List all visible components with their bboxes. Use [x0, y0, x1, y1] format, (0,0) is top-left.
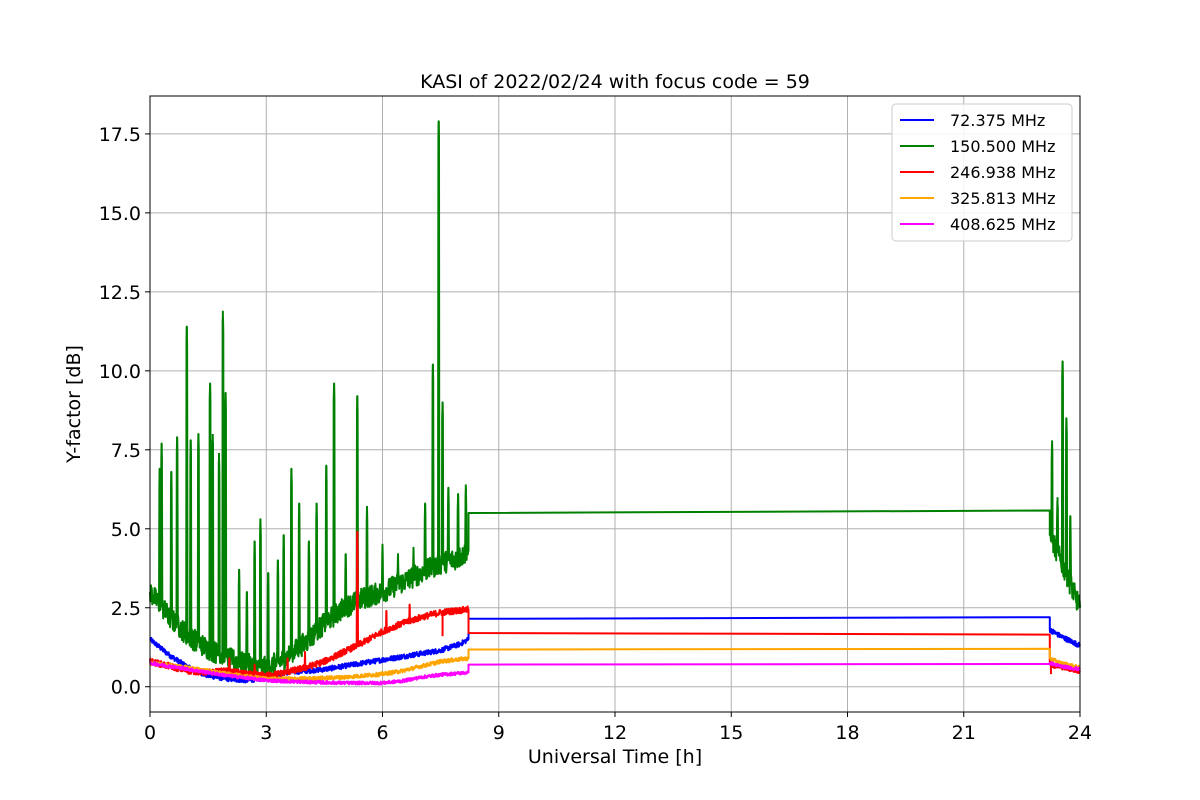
- legend-label: 72.375 MHz: [950, 111, 1045, 130]
- series-line-4: [149, 660, 1081, 686]
- x-tick-label: 21: [952, 722, 976, 744]
- y-tick-label: 15.0: [99, 203, 141, 225]
- y-axis-label: Y-factor [dB]: [63, 345, 85, 464]
- x-tick-label: 0: [144, 722, 156, 744]
- x-tick-label: 12: [603, 722, 627, 744]
- legend-label: 150.500 MHz: [950, 137, 1055, 156]
- x-tick-label: 24: [1068, 722, 1092, 744]
- series-lines: [149, 120, 1081, 686]
- legend: 72.375 MHz 150.500 MHz 246.938 MHz 325.813 …: [891, 103, 1073, 242]
- x-tick-label: 9: [493, 722, 505, 744]
- y-tick-label: 0.0: [111, 677, 141, 699]
- series-line-0: [149, 616, 1081, 684]
- y-tick-label: 12.5: [99, 282, 141, 304]
- y-tick-label: 5.0: [111, 519, 141, 541]
- legend-label: 246.938 MHz: [950, 163, 1055, 182]
- x-axis-label: Universal Time [h]: [528, 746, 702, 768]
- x-tick-label: 6: [376, 722, 388, 744]
- x-tick-label: 3: [260, 722, 272, 744]
- y-tick-label: 17.5: [99, 124, 141, 146]
- legend-label: 325.813 MHz: [950, 189, 1055, 208]
- legend-label: 408.625 MHz: [950, 215, 1055, 234]
- series-line-1: [149, 120, 1081, 680]
- y-tick-label: 7.5: [111, 440, 141, 462]
- legend-box: [891, 103, 1073, 242]
- y-tick-label: 10.0: [99, 361, 141, 383]
- grid-lines: [149, 96, 1081, 712]
- x-tick-label: 18: [835, 722, 859, 744]
- chart-title: KASI of 2022/02/24 with focus code = 59: [420, 71, 810, 93]
- x-tick-label: 15: [719, 722, 743, 744]
- y-tick-label: 2.5: [111, 598, 141, 620]
- axis-ticks: 0 3 6 9 12 15 18 21 24 0.0 2.5 5.0 7.5 10.0 12.5 15.0 17…: [99, 124, 1092, 744]
